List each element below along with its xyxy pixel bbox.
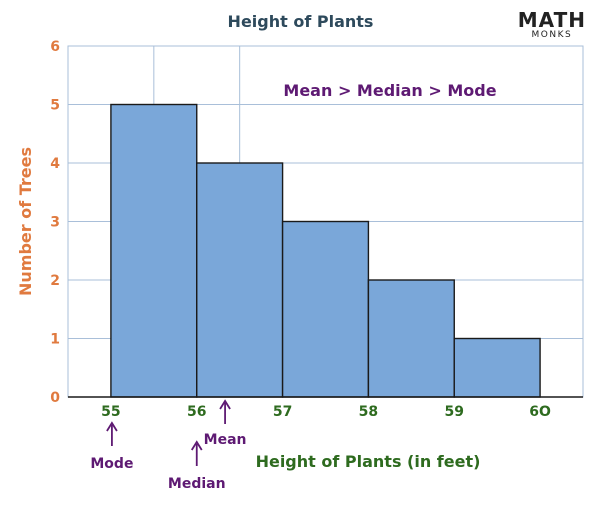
- y-tick-label: 6: [50, 39, 60, 55]
- histogram-bar: [281, 220, 370, 398]
- y-tick-label: 0: [50, 390, 60, 406]
- y-tick-label: 2: [50, 273, 60, 289]
- histogram-bar: [453, 337, 541, 398]
- x-tick-label: 59: [445, 404, 464, 420]
- y-axis-label: Number of Trees: [16, 147, 35, 296]
- y-tick-label: 5: [50, 98, 60, 114]
- x-axis-label: Height of Plants (in feet): [256, 452, 481, 471]
- x-tick-label: 55: [101, 404, 120, 420]
- x-tick-label: 57: [273, 404, 292, 420]
- mode-label: Mode: [90, 456, 133, 472]
- chart-title: Height of Plants: [228, 12, 374, 31]
- y-tick-label: 4: [50, 156, 60, 172]
- logo-main-text: MATH: [517, 8, 586, 32]
- mean-arrow-head: [219, 399, 231, 410]
- x-tick-label: 6O: [529, 404, 551, 420]
- mode-arrow-head: [106, 421, 118, 432]
- x-tick-label: 56: [187, 404, 206, 420]
- histogram-bar: [196, 162, 284, 398]
- y-tick-label: 1: [50, 332, 60, 348]
- y-tick-label: 3: [50, 215, 60, 231]
- median-arrow-head: [190, 440, 203, 451]
- mean-label: Mean: [204, 432, 247, 448]
- histogram-bar: [110, 103, 198, 398]
- relation-annotation: Mean > Median > Mode: [283, 81, 496, 100]
- x-tick-label: 58: [359, 404, 378, 420]
- median-label: Median: [168, 476, 226, 492]
- logo-sub-text: MONKS: [531, 30, 573, 40]
- math-monks-logo: MATH MONKS: [518, 10, 586, 41]
- histogram-bar: [367, 279, 455, 398]
